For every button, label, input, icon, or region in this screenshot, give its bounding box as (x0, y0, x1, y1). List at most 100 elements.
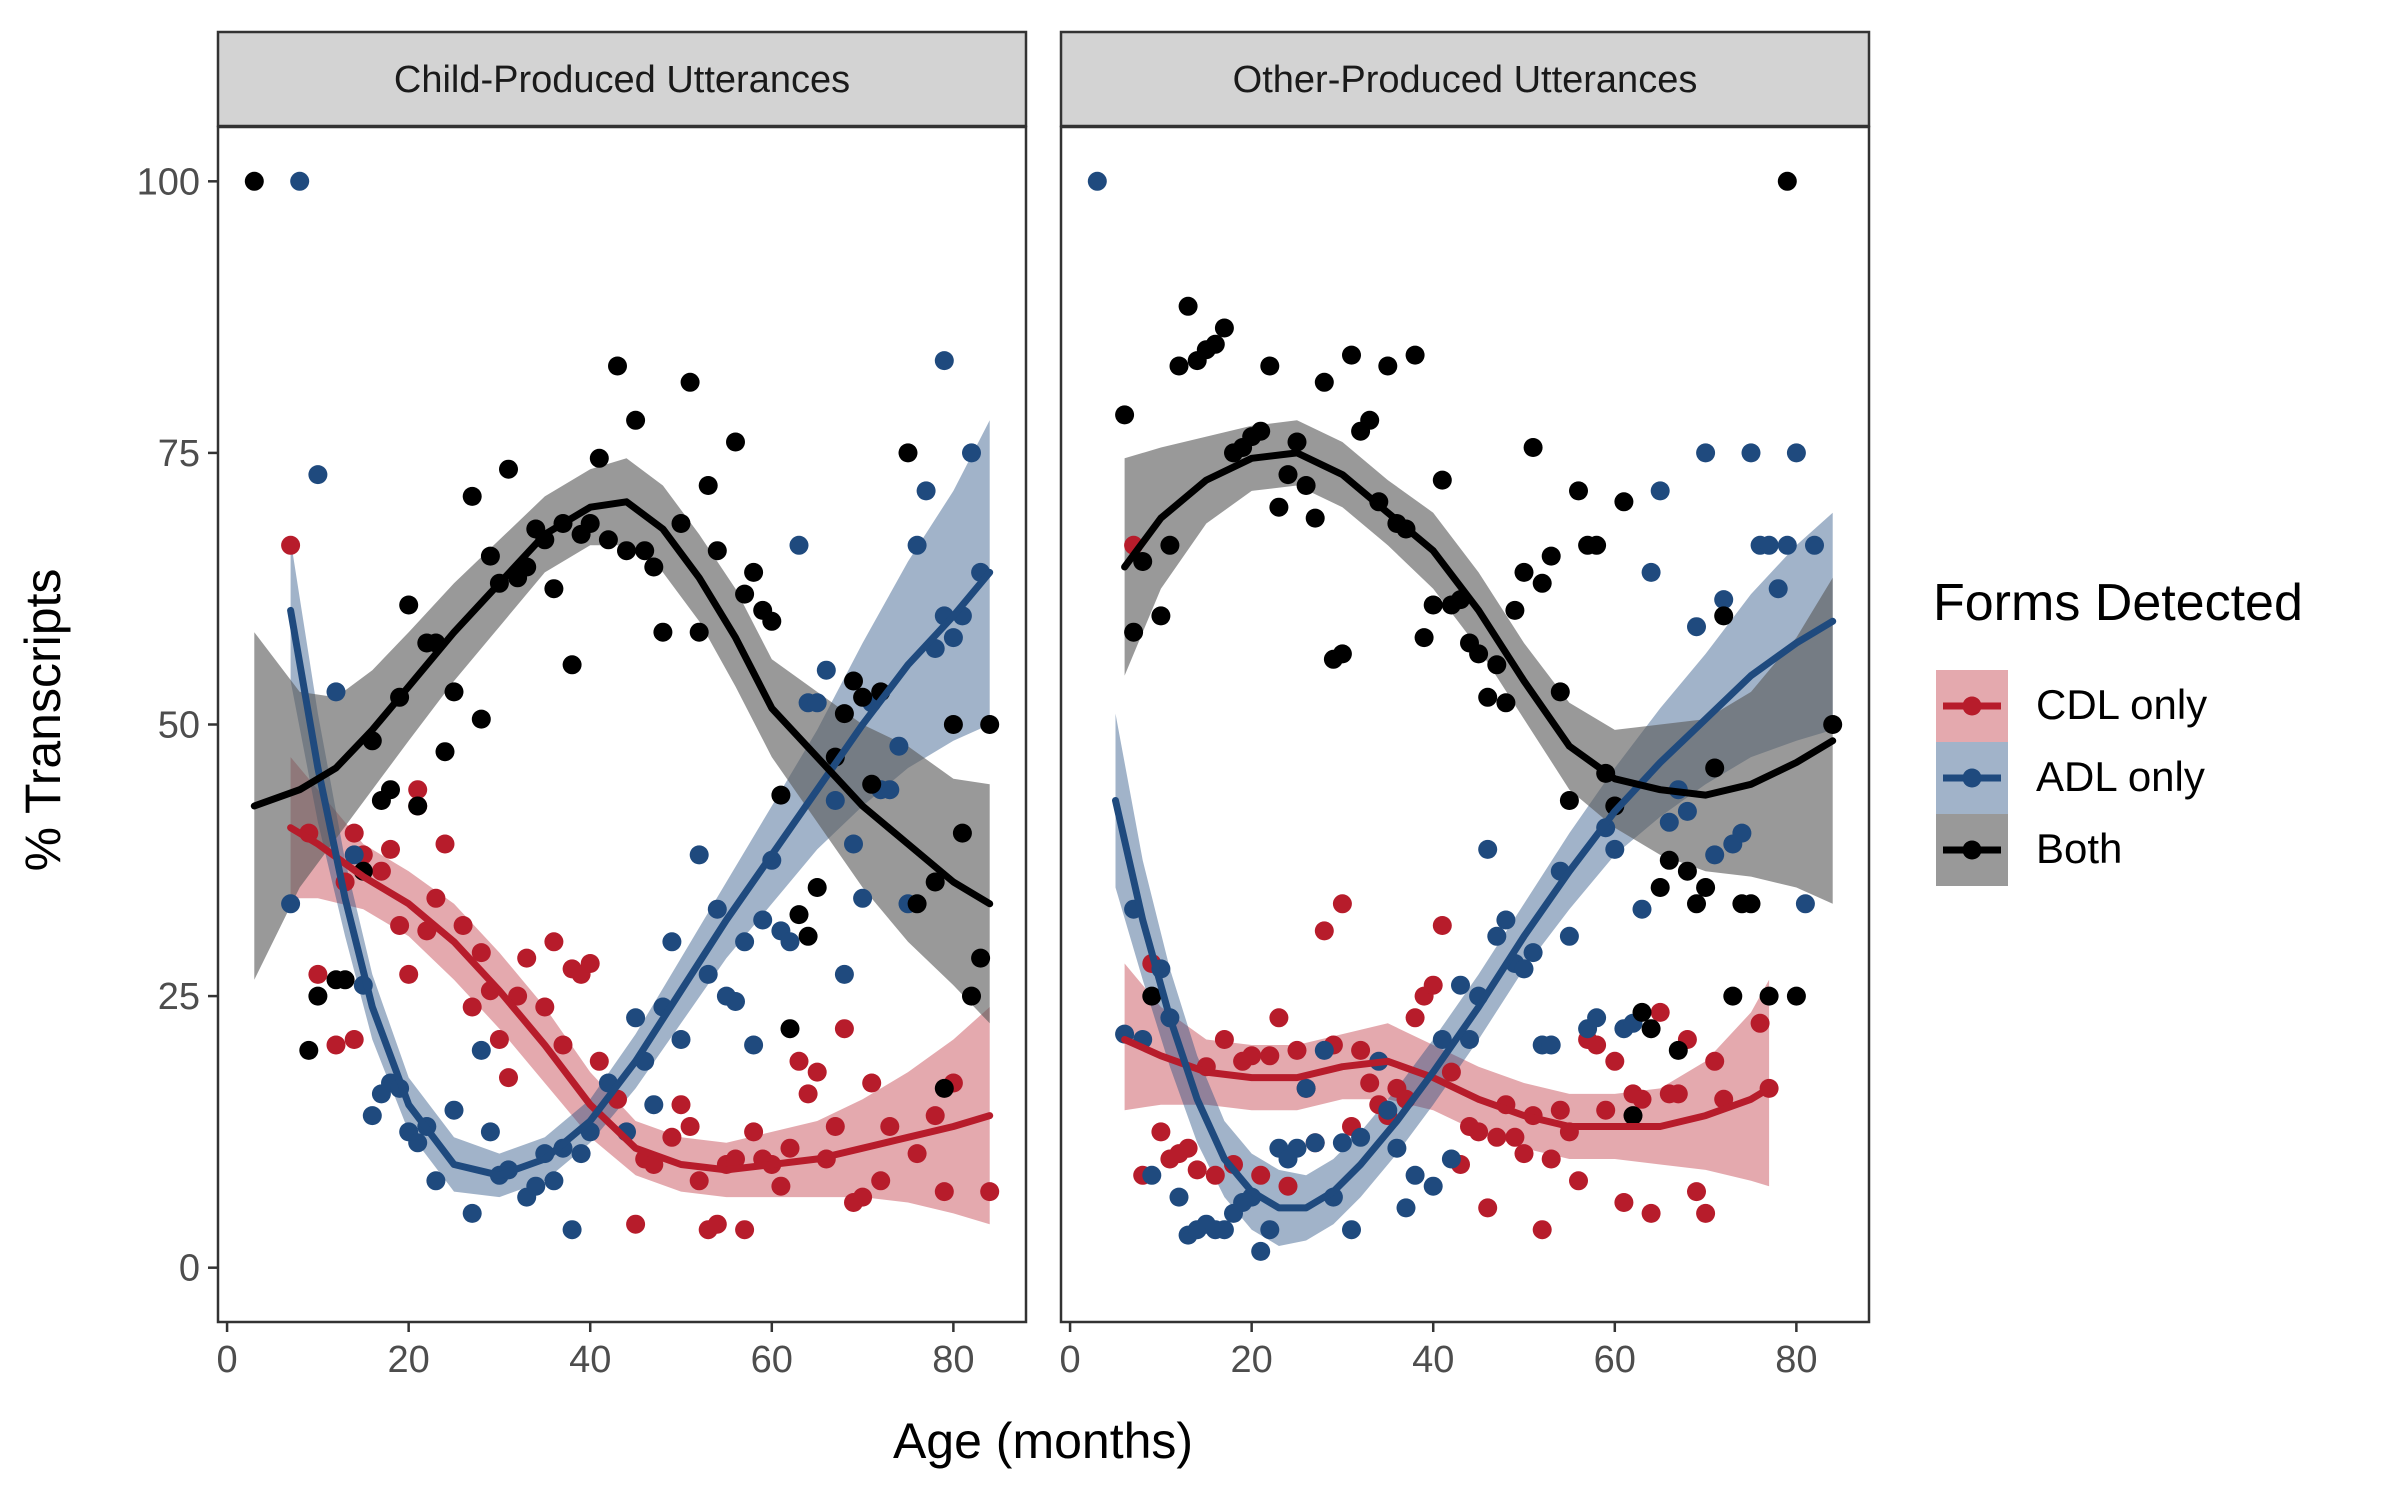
data-point-adl (1378, 1100, 1398, 1120)
data-point-cdl (1441, 1062, 1461, 1082)
data-point-cdl (871, 1171, 891, 1191)
data-point-adl (1777, 535, 1797, 555)
data-point-adl (1405, 1165, 1425, 1185)
data-point-adl (1696, 443, 1716, 463)
data-point-adl (1523, 943, 1543, 963)
data-point-adl (1559, 926, 1579, 946)
data-point-adl (1260, 1220, 1280, 1240)
data-point-both (1278, 465, 1298, 485)
data-point-both (562, 655, 582, 675)
data-point-both (1823, 715, 1843, 734)
x-axis-child-produced: 0 20 40 60 80 (217, 1322, 975, 1381)
data-point-cdl (626, 1214, 646, 1234)
data-point-both (635, 541, 655, 561)
trend-line-adl (287, 568, 994, 1179)
data-point-adl (735, 932, 755, 952)
data-point-adl (698, 964, 718, 984)
data-point-cdl (1696, 1203, 1716, 1223)
data-point-adl (1786, 443, 1806, 463)
data-point-adl (1741, 443, 1761, 463)
data-point-adl (1496, 910, 1516, 930)
data-point-both (1659, 850, 1679, 870)
data-point-both (689, 622, 709, 642)
data-point-cdl (1214, 1030, 1234, 1049)
data-point-cdl (825, 1117, 845, 1136)
trend-line-cdl (287, 824, 994, 1174)
data-point-adl (1795, 894, 1815, 914)
data-point-cdl (789, 1051, 809, 1071)
data-point-both (971, 948, 991, 968)
data-point-cdl (1632, 1089, 1652, 1109)
data-point-cdl (925, 1106, 945, 1126)
data-point-cdl (435, 834, 455, 854)
data-point-cdl (489, 1030, 509, 1049)
data-point-cdl (1469, 1122, 1489, 1142)
data-point-both (1142, 986, 1162, 1006)
plot-area-other-produced (1087, 171, 1843, 1261)
data-point-both (1332, 644, 1352, 664)
data-point-both (399, 595, 419, 615)
data-point-both (1541, 546, 1561, 566)
data-point-cdl (281, 535, 301, 555)
data-point-adl (1087, 171, 1107, 191)
data-point-both (1314, 372, 1334, 392)
data-point-cdl (553, 1035, 573, 1055)
panel-title-child-produced: Child-Produced Utterances (394, 59, 850, 101)
data-point-cdl (508, 986, 528, 1006)
confidence-band-both (1124, 420, 1833, 904)
data-point-adl (1332, 1133, 1352, 1153)
data-point-cdl (1514, 1144, 1534, 1164)
data-point-cdl (1705, 1051, 1725, 1071)
x-tick-label: 80 (1775, 1339, 1817, 1381)
data-point-adl (1650, 481, 1670, 501)
data-point-adl (462, 1203, 482, 1223)
data-point-cdl (934, 1182, 954, 1202)
data-point-cdl (344, 1030, 364, 1049)
legend-point-swatch (1962, 696, 1982, 716)
data-point-adl (1677, 801, 1697, 821)
data-point-cdl (880, 1117, 900, 1136)
panel-title-other-produced: Other-Produced Utterances (1233, 59, 1698, 101)
data-point-adl (1732, 823, 1752, 843)
data-point-both (1414, 628, 1434, 648)
data-point-cdl (1178, 1138, 1198, 1158)
data-point-cdl (689, 1171, 709, 1191)
data-point-both (335, 970, 355, 990)
data-point-both (1133, 552, 1153, 571)
data-point-both (644, 557, 664, 577)
y-tick-label: 25 (158, 976, 200, 1018)
data-point-both (499, 459, 518, 479)
data-point-both (707, 541, 727, 561)
data-point-both (1641, 1019, 1661, 1039)
data-point-cdl (707, 1214, 727, 1234)
legend-point-swatch (1962, 840, 1982, 860)
data-point-adl (626, 1008, 646, 1028)
data-point-cdl (1242, 1046, 1262, 1066)
data-point-cdl (344, 823, 364, 843)
data-point-adl (825, 791, 845, 810)
data-point-both (1523, 438, 1543, 457)
data-point-adl (1169, 1187, 1189, 1207)
data-point-adl (1387, 1138, 1407, 1158)
data-point-adl (1423, 1176, 1443, 1196)
data-point-adl (1251, 1241, 1271, 1261)
data-point-both (925, 872, 945, 892)
data-point-cdl (1269, 1008, 1289, 1028)
data-point-both (1705, 758, 1725, 778)
data-point-both (962, 986, 981, 1006)
data-point-adl (344, 845, 364, 865)
x-tick-label: 0 (217, 1339, 238, 1381)
data-point-adl (281, 894, 301, 914)
data-point-cdl (907, 1144, 927, 1164)
data-point-cdl (544, 932, 564, 952)
data-point-both (1650, 878, 1670, 897)
data-point-both (1741, 894, 1761, 914)
data-point-adl (480, 1122, 500, 1142)
data-point-both (1151, 606, 1171, 626)
plot-area-child-produced (244, 171, 1000, 1240)
data-point-adl (1305, 1133, 1325, 1153)
data-point-adl (844, 834, 863, 854)
data-point-cdl (862, 1073, 882, 1093)
data-point-cdl (408, 780, 428, 800)
data-point-cdl (589, 1051, 609, 1071)
